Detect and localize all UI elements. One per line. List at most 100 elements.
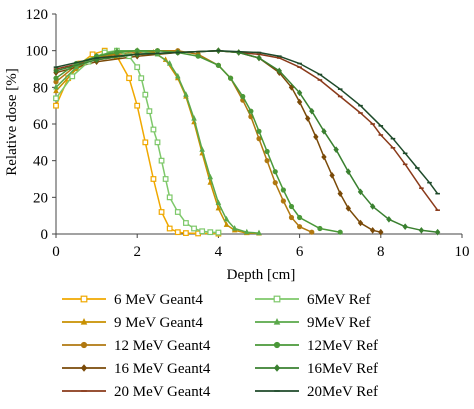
data-point bbox=[337, 229, 343, 235]
data-point bbox=[215, 62, 221, 68]
x-tick-label: 4 bbox=[215, 244, 223, 260]
data-point bbox=[199, 146, 205, 152]
legend-item-12mev-ref: 12MeV Ref bbox=[255, 338, 378, 354]
legend-item-6mev-ref: 6MeV Ref bbox=[255, 292, 370, 308]
legend-item-20-mev-geant4: 20 MeV Geant4 bbox=[62, 384, 211, 400]
data-point bbox=[199, 228, 206, 235]
data-point bbox=[333, 146, 339, 153]
legend-item-16-mev-geant4: 16 MeV Geant4 bbox=[62, 361, 211, 377]
series-12-mev-geant4 bbox=[53, 48, 315, 235]
data-point bbox=[321, 153, 327, 161]
data-point bbox=[248, 108, 254, 114]
y-tick-label: 0 bbox=[41, 227, 49, 243]
data-point bbox=[418, 227, 425, 234]
legend-label: 6 MeV Geant4 bbox=[114, 292, 203, 308]
legend-swatch-marker bbox=[273, 364, 281, 372]
data-point bbox=[215, 199, 222, 205]
series-line bbox=[55, 49, 219, 234]
series-12mev-ref bbox=[53, 48, 343, 235]
data-point bbox=[280, 198, 286, 204]
series-6mev-ref bbox=[53, 47, 222, 236]
data-point bbox=[309, 107, 315, 115]
data-point bbox=[150, 176, 157, 182]
series-line bbox=[55, 49, 313, 233]
data-point bbox=[317, 225, 323, 232]
legend-item-6-mev-geant4: 6 MeV Geant4 bbox=[62, 292, 203, 308]
data-point bbox=[256, 128, 262, 134]
series-layer bbox=[53, 47, 441, 237]
series-16mev-ref bbox=[53, 47, 441, 236]
data-point bbox=[369, 227, 376, 234]
legend-label: 20MeV Ref bbox=[307, 384, 378, 400]
y-tick-label: 60 bbox=[33, 117, 48, 133]
data-point bbox=[313, 133, 319, 141]
data-point bbox=[276, 67, 282, 75]
axes: 0 20 40 60 80 100 120 0 2 4 6 8 10 bbox=[26, 7, 470, 260]
data-point bbox=[402, 223, 408, 230]
data-point bbox=[183, 230, 189, 236]
data-point bbox=[288, 214, 295, 221]
y-tick-label: 120 bbox=[26, 7, 49, 23]
data-point bbox=[296, 89, 303, 97]
legend-swatch-marker bbox=[80, 341, 88, 349]
legend-label: 16 MeV Geant4 bbox=[114, 361, 211, 377]
data-point bbox=[142, 139, 149, 146]
series-20mev-ref bbox=[53, 49, 440, 195]
y-tick-label: 40 bbox=[33, 154, 48, 170]
data-point bbox=[236, 49, 242, 56]
data-point bbox=[337, 190, 343, 197]
data-point bbox=[256, 229, 262, 236]
y-tick-label: 20 bbox=[33, 190, 48, 206]
data-point bbox=[53, 67, 59, 75]
data-point bbox=[272, 180, 278, 186]
data-point bbox=[297, 214, 303, 221]
data-point bbox=[53, 95, 59, 102]
data-point bbox=[174, 229, 181, 236]
y-tick-label: 80 bbox=[33, 80, 48, 96]
data-point bbox=[244, 228, 250, 235]
data-point bbox=[240, 93, 246, 100]
data-point bbox=[386, 216, 392, 223]
data-point bbox=[191, 225, 197, 232]
legend-label: 9MeV Ref bbox=[307, 315, 370, 331]
data-point bbox=[297, 224, 303, 230]
data-point bbox=[329, 172, 335, 179]
data-point bbox=[154, 139, 161, 146]
data-point bbox=[183, 220, 189, 226]
data-point bbox=[223, 221, 230, 227]
data-point bbox=[146, 108, 153, 115]
data-point bbox=[138, 75, 145, 82]
data-point bbox=[434, 228, 441, 236]
y-tick-label: 100 bbox=[26, 44, 49, 60]
legend-swatch-marker bbox=[80, 364, 88, 372]
x-tick-label: 8 bbox=[377, 244, 385, 260]
data-point bbox=[183, 91, 189, 97]
legend-swatch-marker bbox=[80, 295, 88, 303]
data-point bbox=[369, 203, 376, 210]
legend-swatch-marker bbox=[273, 295, 281, 303]
data-point bbox=[126, 75, 132, 82]
data-point bbox=[154, 48, 161, 54]
data-point bbox=[264, 158, 270, 164]
data-point bbox=[215, 204, 222, 211]
data-point bbox=[223, 215, 230, 222]
data-point bbox=[207, 229, 214, 236]
data-point bbox=[296, 98, 303, 106]
data-point bbox=[305, 115, 311, 122]
data-point bbox=[345, 168, 352, 175]
data-point bbox=[207, 173, 214, 180]
data-point bbox=[166, 60, 173, 66]
data-point bbox=[231, 225, 238, 231]
series-line bbox=[55, 49, 439, 211]
series-line bbox=[55, 49, 341, 233]
data-point bbox=[272, 169, 278, 175]
legend-label: 12 MeV Geant4 bbox=[114, 338, 211, 354]
data-point bbox=[158, 209, 165, 215]
data-point bbox=[321, 128, 327, 135]
data-point bbox=[195, 53, 201, 59]
data-point bbox=[134, 64, 141, 71]
data-point bbox=[142, 91, 149, 98]
legend: 6 MeV Geant4 9 MeV Geant4 12 MeV Geant4 16 … bbox=[62, 292, 378, 400]
data-point bbox=[53, 75, 59, 81]
